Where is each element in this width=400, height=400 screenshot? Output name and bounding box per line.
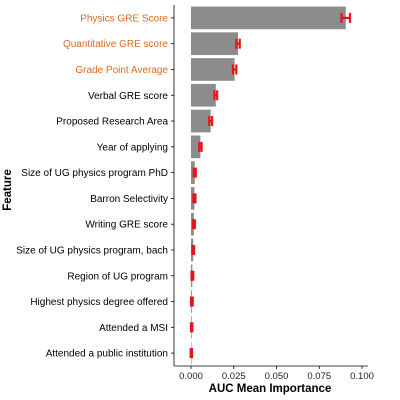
y-tick-label: Year of applying [97, 142, 168, 153]
bar [191, 135, 201, 159]
error-bar [189, 322, 194, 333]
bar [191, 58, 235, 81]
bar [191, 109, 211, 133]
error-bar [231, 64, 238, 75]
error-bar [189, 296, 194, 307]
x-tick-marks [190, 366, 363, 369]
error-bar [190, 270, 195, 281]
x-tick-label: 0.050 [265, 371, 289, 382]
error-bar [340, 12, 352, 23]
y-tick-label: Attended a MSI [99, 323, 168, 334]
error-bar [235, 38, 241, 49]
y-tick-marks [171, 17, 174, 354]
error-bars-group [189, 12, 352, 359]
y-tick-label: Writing GRE score [85, 220, 168, 231]
y-tick-label: Size of UG physics program PhD [21, 168, 168, 179]
y-tick-label: Highest physics degree offered [30, 297, 168, 308]
bars-group [191, 6, 346, 365]
error-bar [189, 348, 194, 359]
x-tick-label: 0.100 [350, 371, 374, 382]
y-tick-label: Physics GRE Score [80, 13, 168, 24]
bar [191, 83, 216, 107]
error-bar [198, 141, 203, 152]
bar [191, 6, 346, 30]
error-bar [192, 193, 197, 204]
x-tick-label: 0.000 [179, 371, 203, 382]
y-tick-label: Verbal GRE score [88, 91, 168, 102]
error-bar [213, 90, 219, 101]
x-tick-label: 0.075 [307, 371, 331, 382]
y-axis-title: Feature [2, 169, 14, 211]
y-tick-labels: Physics GRE Score Quantitative GRE score G… [16, 13, 168, 359]
y-tick-label: Size of UG physics program, bach [16, 245, 168, 256]
error-bar [191, 219, 197, 230]
error-bar [208, 116, 214, 127]
x-tick-label: 0.025 [222, 371, 246, 382]
x-axis-title: AUC Mean Importance [209, 383, 332, 395]
error-bar [192, 167, 197, 178]
x-tick-labels: 0.000 0.025 0.050 0.075 0.100 [179, 371, 374, 382]
y-tick-label: Barron Selectivity [90, 194, 168, 205]
y-tick-label: Quantitative GRE score [63, 39, 168, 50]
y-tick-label: Proposed Research Area [56, 117, 168, 128]
bar [191, 32, 239, 56]
y-tick-label: Region of UG program [67, 271, 168, 282]
error-bar [191, 244, 196, 255]
y-tick-label: Grade Point Average [75, 65, 168, 76]
y-tick-label: Attended a public institution [46, 349, 168, 360]
